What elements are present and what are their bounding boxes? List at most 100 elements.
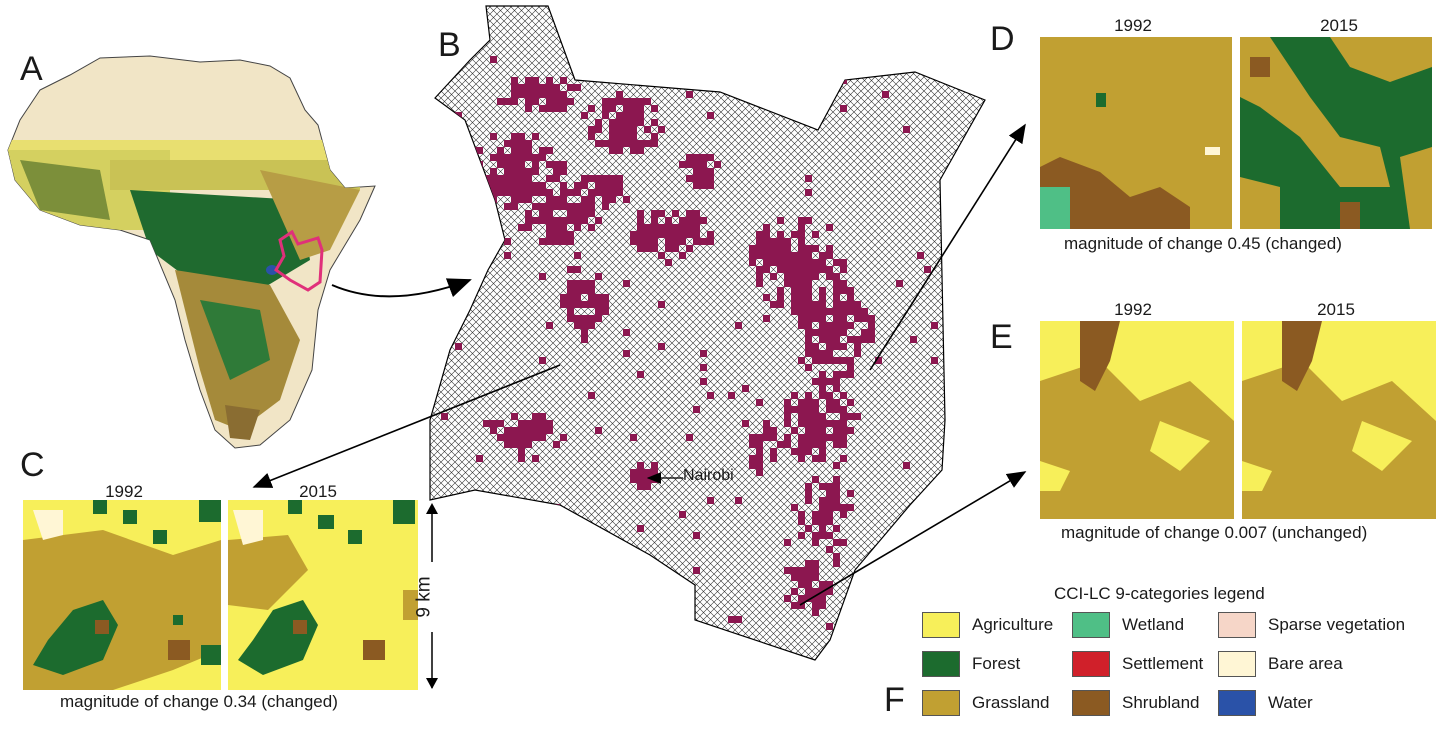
panel-d-year-after: 2015 [1320,16,1358,35]
changed-cell [847,399,854,406]
changed-cell [840,539,847,546]
legend-swatch [1218,612,1256,638]
changed-cell [539,84,546,91]
changed-cell [574,287,581,294]
changed-cell [455,343,462,350]
changed-cell [546,77,553,84]
changed-cell [469,35,476,42]
changed-cell [539,105,546,112]
changed-cell [581,210,588,217]
changed-cell [560,518,567,525]
changed-cell [581,287,588,294]
changed-cell [791,252,798,259]
changed-cell [798,224,805,231]
changed-cell [539,147,546,154]
changed-cell [770,455,777,462]
changed-cell [819,441,826,448]
changed-cell [518,448,525,455]
changed-cell [770,448,777,455]
changed-cell [581,203,588,210]
changed-cell [567,231,574,238]
changed-cell [693,406,700,413]
changed-cell [448,637,455,644]
changed-cell [525,434,532,441]
changed-cell [567,315,574,322]
changed-cell [637,462,644,469]
changed-cell [840,301,847,308]
changed-cell [812,315,819,322]
changed-cell [819,322,826,329]
changed-cell [798,308,805,315]
changed-cell [805,364,812,371]
changed-cell [798,266,805,273]
changed-cell [700,182,707,189]
changed-cell [812,560,819,567]
changed-cell [539,413,546,420]
changed-cell [574,189,581,196]
legend-swatch [922,690,960,716]
changed-cell [567,189,574,196]
changed-cell [637,476,644,483]
changed-cell [595,189,602,196]
changed-cell [546,427,553,434]
changed-cell [826,266,833,273]
changed-cell [476,147,483,154]
changed-cell [798,595,805,602]
changed-cell [798,252,805,259]
changed-cell [707,168,714,175]
changed-cell [595,427,602,434]
changed-cell [819,483,826,490]
changed-cell [525,168,532,175]
changed-cell [812,518,819,525]
changed-cell [574,182,581,189]
changed-cell [693,168,700,175]
changed-cell [749,259,756,266]
changed-cell [833,399,840,406]
changed-cell [532,203,539,210]
changed-cell [812,427,819,434]
changed-cell [693,238,700,245]
panel-label-d: D [990,20,1015,58]
changed-cell [861,308,868,315]
changed-cell [504,238,511,245]
changed-cell [560,434,567,441]
changed-cell [833,525,840,532]
changed-cell [812,350,819,357]
changed-cell [595,175,602,182]
changed-cell [777,441,784,448]
changed-cell [763,266,770,273]
changed-cell [623,112,630,119]
changed-cell [854,350,861,357]
changed-cell [840,413,847,420]
changed-cell [812,511,819,518]
changed-cell [602,196,609,203]
changed-cell [616,189,623,196]
kenya-outline [429,5,986,661]
changed-cell [833,357,840,364]
changed-cell [833,427,840,434]
changed-cell [826,406,833,413]
changed-cell [511,203,518,210]
changed-cell [756,273,763,280]
changed-cell [588,126,595,133]
changed-cell [791,294,798,301]
changed-cell [469,154,476,161]
changed-cell [518,455,525,462]
changed-cell [833,322,840,329]
changed-cell [532,98,539,105]
changed-cell [623,350,630,357]
changed-cell [861,336,868,343]
panel-e-caption: magnitude of change 0.007 (unchanged) [1061,523,1368,542]
changed-cell [805,322,812,329]
changed-cell [798,231,805,238]
panel-e-tile-2015 [1242,321,1436,519]
changed-cell [525,560,532,567]
changed-cell [532,168,539,175]
changed-cell [630,434,637,441]
changed-cell [833,301,840,308]
changed-cell [840,371,847,378]
changed-cell [644,98,651,105]
changed-cell [791,392,798,399]
changed-cell [756,469,763,476]
changed-cell [805,301,812,308]
